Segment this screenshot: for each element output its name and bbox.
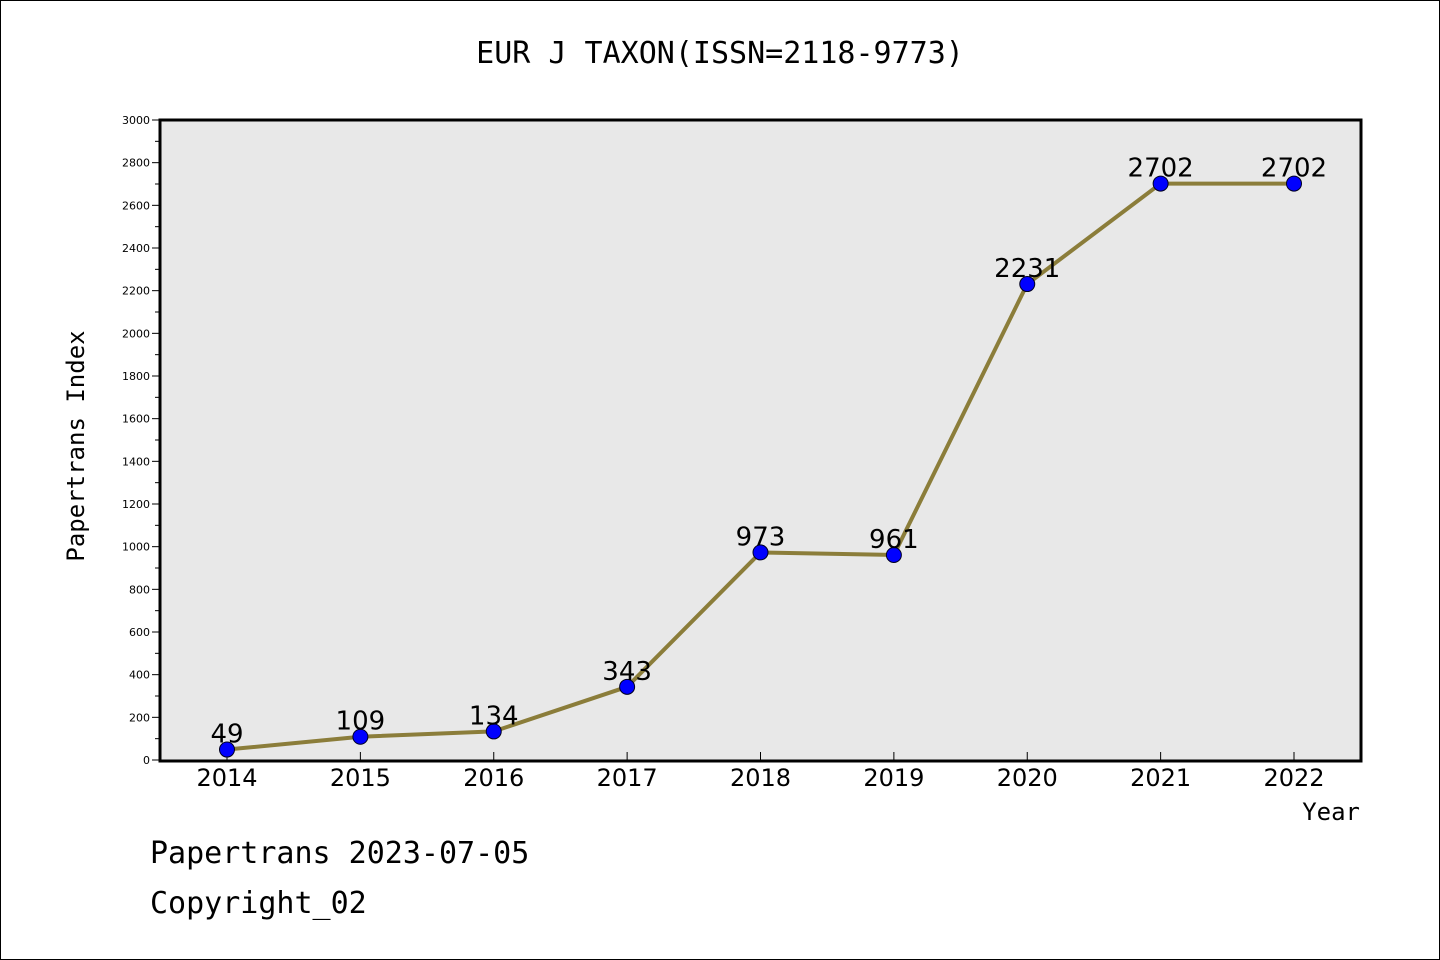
y-tick-label: 600 [129,626,150,639]
data-label: 2231 [994,254,1060,284]
footer-copyright: Copyright_02 [150,886,367,921]
y-tick-label: 2000 [122,327,150,340]
y-tick-label: 3000 [122,114,150,127]
data-point [885,546,902,563]
data-point [752,544,769,561]
data-label: 2702 [1128,154,1194,184]
data-label: 2702 [1261,154,1327,184]
x-tick-label: 2014 [196,764,257,792]
x-tick-label: 2021 [1130,764,1191,792]
plot-area [158,118,1363,763]
y-tick-label: 1800 [122,370,150,383]
x-tick-label: 2018 [730,764,791,792]
data-point [219,741,235,758]
x-tick-label: 2017 [597,764,658,792]
data-point [1152,175,1169,192]
data-point [1286,175,1302,192]
y-tick-label: 800 [129,583,150,596]
data-point [485,723,502,740]
y-tick-label: 1600 [122,413,150,426]
y-tick-label: 2600 [122,199,150,212]
data-point [352,728,369,745]
x-tick-label: 2019 [863,764,924,792]
y-axis: 0 200 400 600 800 1000 1200 1400 1600 1800 2000 220… [122,114,160,767]
data-label: 973 [736,522,786,552]
data-label: 49 [210,720,243,750]
x-tick-label: 2016 [463,764,524,792]
chart-title: EUR J TAXON(ISSN=2118-9773) [476,36,964,71]
data-label: 343 [602,657,652,687]
data-point [1019,276,1036,293]
x-axis: 2014 2015 2016 2017 2018 2019 2020 2021 2022 [196,752,1325,792]
y-tick-label: 1000 [122,541,150,554]
x-tick-label: 2022 [1263,764,1324,792]
series-layer: 49 109 134 343 973 961 2231 2702 2702 [210,154,1327,758]
data-label: 134 [469,701,519,731]
data-point [619,678,636,695]
x-axis-title: Year [1302,798,1360,826]
y-tick-label: 1200 [122,498,150,511]
x-tick-label: 2015 [330,764,391,792]
data-label: 961 [869,525,919,555]
data-label: 109 [336,707,386,737]
y-axis-title: Papertrans Index [62,330,90,561]
y-tick-label: 200 [129,711,150,724]
y-tick-label: 2400 [122,242,150,255]
y-tick-label: 2200 [122,285,150,298]
y-tick-label: 2800 [122,157,150,170]
y-tick-label: 1400 [122,455,150,468]
y-tick-label: 400 [129,669,150,682]
footer-date: Papertrans 2023-07-05 [150,836,530,871]
y-tick-label: 0 [143,754,150,767]
x-tick-label: 2020 [997,764,1058,792]
